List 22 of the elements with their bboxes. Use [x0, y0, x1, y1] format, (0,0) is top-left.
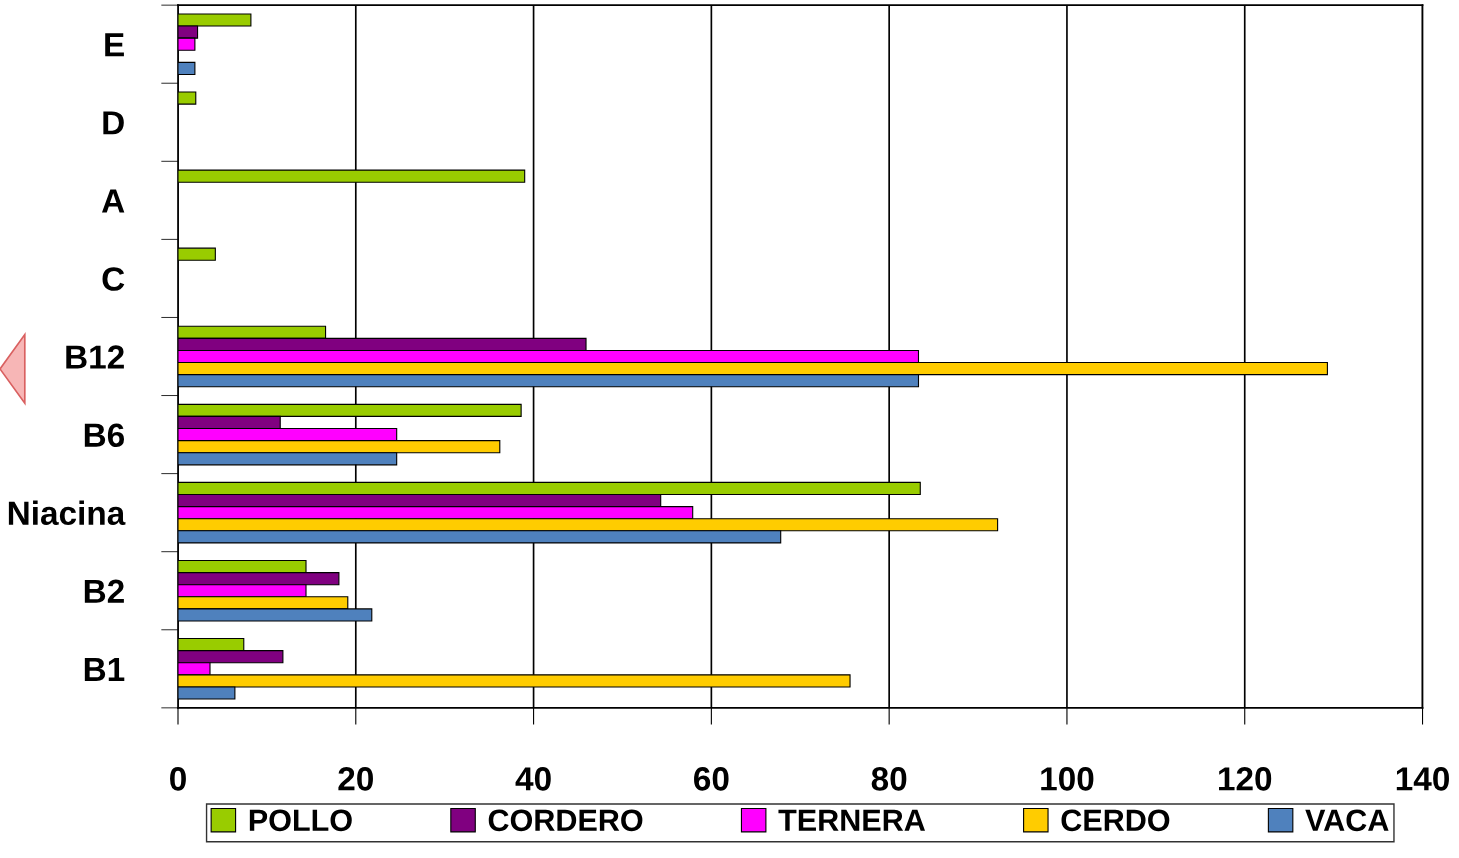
x-tick-label: 60	[694, 767, 729, 791]
x-tick-label: 20	[338, 767, 373, 791]
x-tick-label: 40	[515, 767, 551, 791]
x-tick-label: 0	[170, 767, 186, 791]
y-tick-label: Niacina	[8, 500, 126, 526]
x-tick-label: 100	[1041, 767, 1094, 791]
legend-label: VACA	[1305, 809, 1389, 832]
y-tick-label: E	[105, 33, 124, 57]
y-tick-label: A	[101, 189, 125, 213]
legend-label: POLLO	[249, 809, 352, 832]
y-tick-label: D	[103, 111, 124, 135]
x-tick-label: 80	[871, 767, 907, 791]
y-tick-label: B12	[66, 345, 124, 369]
x-tick-label: 140	[1396, 767, 1449, 791]
legend-label: TERNERA	[778, 809, 925, 831]
x-tick-label: 120	[1219, 767, 1272, 791]
y-tick-label: B1	[84, 657, 125, 681]
legend-label: CORDERO	[488, 809, 643, 832]
legend-label: CERDO	[1061, 809, 1170, 832]
y-tick-label: B6	[84, 423, 125, 447]
y-tick-label: B2	[84, 579, 124, 603]
y-tick-label: C	[102, 267, 125, 291]
